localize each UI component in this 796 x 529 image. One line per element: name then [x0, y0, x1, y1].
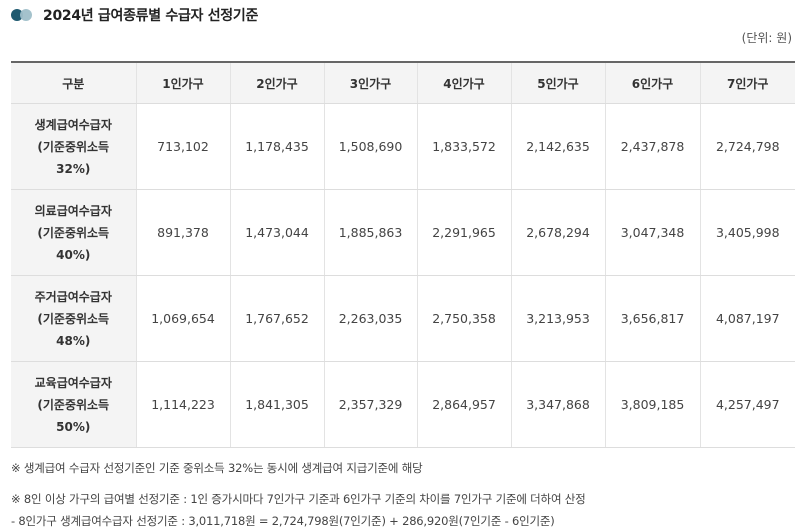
table-cell: 713,102: [136, 103, 231, 190]
table-row: 생계급여수급자 (기준중위소득 32%) 713,102 1,178,435 1…: [11, 103, 795, 190]
section-header: 2024년 급여종류별 수급자 선정기준: [11, 6, 258, 24]
footnote-1: ※ 생계급여 수급자 선정기준인 기준 중위소득 32%는 동시에 생계급여 지…: [11, 461, 423, 475]
row-label: 교육급여수급자 (기준중위소득 50%): [11, 361, 137, 448]
criteria-table: 구분 1인가구 2인가구 3인가구 4인가구 5인가구 6인가구 7인가구 생계…: [11, 61, 795, 448]
table-cell: 1,885,863: [324, 189, 418, 276]
table-cell: 2,291,965: [417, 189, 512, 276]
table-cell: 1,833,572: [417, 103, 512, 190]
table-cell: 1,473,044: [230, 189, 325, 276]
table-cell: 1,508,690: [324, 103, 418, 190]
table-cell: 3,405,998: [700, 189, 795, 276]
table-cell: 2,864,957: [417, 361, 512, 448]
header-5person: 5인가구: [511, 62, 606, 104]
table-cell: 3,347,868: [511, 361, 606, 448]
table-header-row: 구분 1인가구 2인가구 3인가구 4인가구 5인가구 6인가구 7인가구: [11, 62, 795, 104]
table-cell: 1,841,305: [230, 361, 325, 448]
row-label: 의료급여수급자 (기준중위소득 40%): [11, 189, 137, 276]
header-1person: 1인가구: [136, 62, 231, 104]
table-cell: 3,809,185: [605, 361, 701, 448]
table-cell: 1,114,223: [136, 361, 231, 448]
table-cell: 3,047,348: [605, 189, 701, 276]
unit-label: (단위: 원): [741, 31, 792, 45]
table-cell: 4,257,497: [700, 361, 795, 448]
table-cell: 3,656,817: [605, 275, 701, 362]
table-cell: 3,213,953: [511, 275, 606, 362]
table-row: 교육급여수급자 (기준중위소득 50%) 1,114,223 1,841,305…: [11, 361, 795, 448]
table-cell: 891,378: [136, 189, 231, 276]
table-cell: 2,724,798: [700, 103, 795, 190]
header-6person: 6인가구: [605, 62, 701, 104]
bullet-dots-icon: [11, 9, 35, 21]
table-cell: 1,069,654: [136, 275, 231, 362]
header-category: 구분: [11, 62, 137, 104]
table-cell: 2,142,635: [511, 103, 606, 190]
header-7person: 7인가구: [700, 62, 795, 104]
table-row: 의료급여수급자 (기준중위소득 40%) 891,378 1,473,044 1…: [11, 189, 795, 276]
table-cell: 2,678,294: [511, 189, 606, 276]
header-2person: 2인가구: [230, 62, 325, 104]
table-cell: 1,767,652: [230, 275, 325, 362]
header-4person: 4인가구: [417, 62, 512, 104]
row-label: 생계급여수급자 (기준중위소득 32%): [11, 103, 137, 190]
page-title: 2024년 급여종류별 수급자 선정기준: [43, 8, 259, 24]
table-cell: 2,263,035: [324, 275, 418, 362]
table-row: 주거급여수급자 (기준중위소득 48%) 1,069,654 1,767,652…: [11, 275, 795, 362]
header-3person: 3인가구: [324, 62, 418, 104]
table-cell: 2,357,329: [324, 361, 418, 448]
footnote-3: - 8인가구 생계급여수급자 선정기준 : 3,011,718원 = 2,724…: [11, 514, 555, 528]
row-label: 주거급여수급자 (기준중위소득 48%): [11, 275, 137, 362]
table-cell: 4,087,197: [700, 275, 795, 362]
table-cell: 2,437,878: [605, 103, 701, 190]
table-cell: 2,750,358: [417, 275, 512, 362]
footnote-2: ※ 8인 이상 가구의 급여별 선정기준 : 1인 증가시마다 7인가구 기준과…: [11, 492, 586, 506]
table-cell: 1,178,435: [230, 103, 325, 190]
